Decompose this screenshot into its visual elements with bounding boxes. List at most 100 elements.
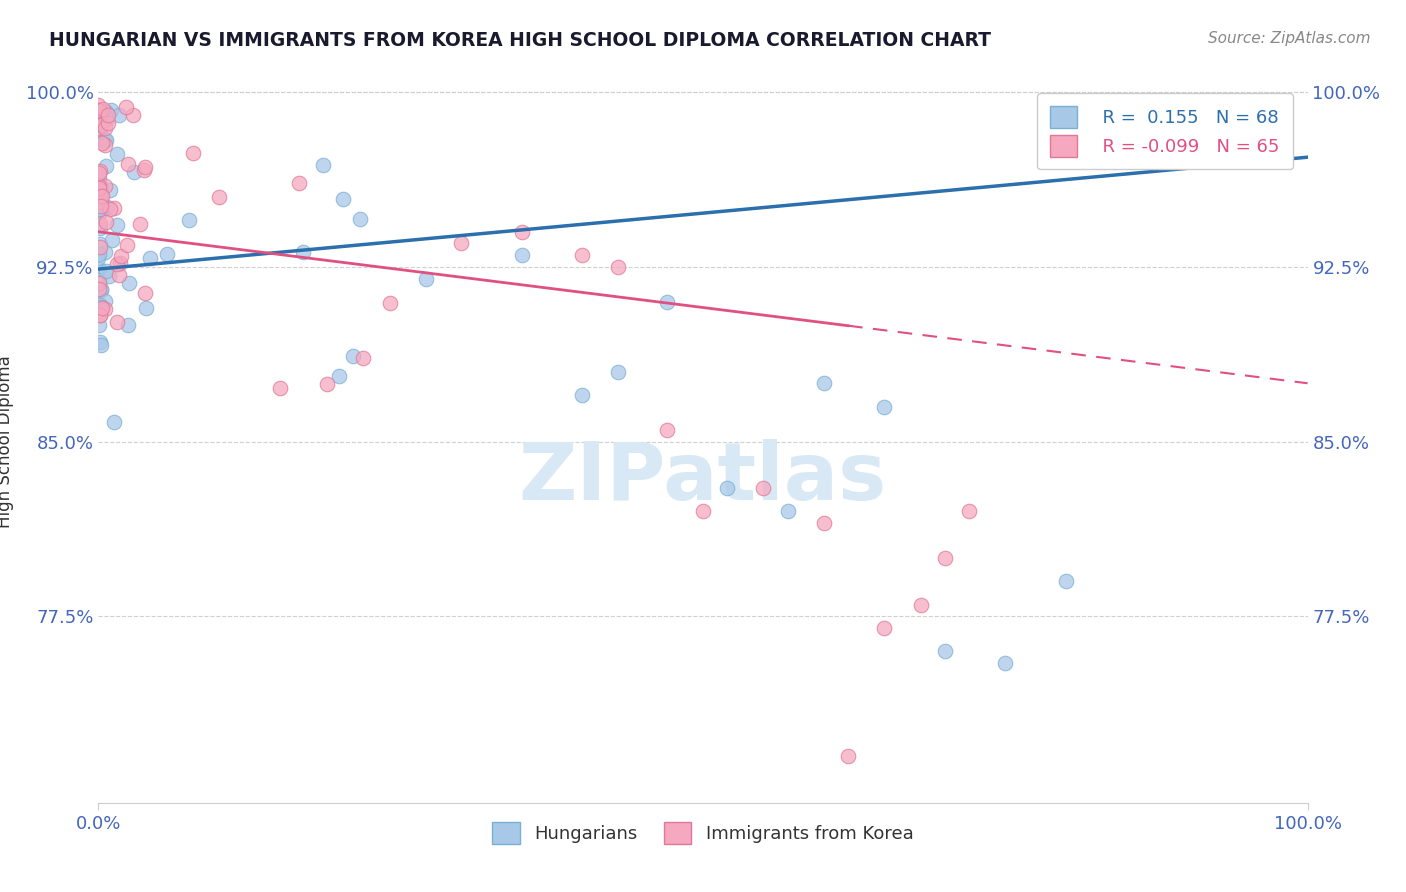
Point: [89, 277, 111, 291]
Point: [183, 146, 205, 161]
Point: [122, 164, 145, 178]
Point: [90, 188, 112, 202]
Point: [97, 116, 120, 130]
Point: [100, 103, 122, 118]
Point: [89, 218, 111, 232]
Point: [716, 481, 738, 495]
Point: [312, 158, 335, 172]
Point: [98, 269, 121, 284]
Text: ZIPatlas: ZIPatlas: [519, 439, 887, 516]
Y-axis label: High School Diploma: High School Diploma: [0, 355, 14, 528]
Point: [655, 423, 678, 437]
Point: [93, 133, 115, 147]
Point: [96, 133, 118, 147]
Point: [510, 248, 533, 262]
Point: [90, 136, 112, 150]
Point: [118, 277, 141, 291]
Point: [89, 205, 111, 219]
Point: [90, 300, 112, 314]
Point: [94, 293, 117, 308]
Point: [934, 644, 956, 658]
Point: [752, 481, 775, 495]
Point: [89, 164, 111, 178]
Point: [655, 294, 678, 309]
Point: [342, 349, 364, 363]
Point: [103, 416, 125, 430]
Point: [288, 176, 311, 190]
Point: [571, 248, 593, 262]
Point: [94, 120, 117, 135]
Point: [105, 315, 128, 329]
Point: [139, 252, 162, 266]
Point: [89, 240, 111, 254]
Point: [107, 268, 129, 283]
Point: [156, 246, 179, 260]
Point: [813, 516, 835, 530]
Point: [269, 382, 291, 396]
Point: [89, 308, 111, 322]
Point: [90, 199, 112, 213]
Point: [692, 504, 714, 518]
Point: [90, 188, 112, 202]
Point: [93, 137, 115, 152]
Point: [110, 256, 132, 270]
Point: [571, 388, 593, 402]
Point: [87, 272, 110, 286]
Point: [91, 301, 114, 315]
Point: [415, 271, 437, 285]
Point: [316, 376, 339, 391]
Point: [994, 656, 1017, 670]
Legend: Hungarians, Immigrants from Korea: Hungarians, Immigrants from Korea: [478, 808, 928, 859]
Point: [115, 100, 138, 114]
Point: [89, 335, 111, 350]
Point: [94, 264, 117, 278]
Point: [115, 237, 138, 252]
Point: [91, 114, 114, 128]
Point: [87, 166, 110, 180]
Point: [837, 749, 859, 764]
Point: [87, 251, 110, 265]
Point: [90, 104, 112, 119]
Point: [1054, 574, 1077, 589]
Point: [813, 376, 835, 391]
Point: [90, 282, 112, 296]
Point: [134, 160, 156, 174]
Point: [89, 283, 111, 297]
Point: [910, 598, 932, 612]
Point: [873, 400, 896, 414]
Point: [98, 183, 121, 197]
Point: [91, 105, 114, 120]
Point: [89, 202, 111, 217]
Point: [132, 163, 155, 178]
Point: [89, 220, 111, 235]
Point: [135, 301, 157, 315]
Point: [607, 260, 630, 274]
Point: [91, 117, 114, 131]
Text: HUNGARIAN VS IMMIGRANTS FROM KOREA HIGH SCHOOL DIPLOMA CORRELATION CHART: HUNGARIAN VS IMMIGRANTS FROM KOREA HIGH …: [49, 31, 991, 50]
Point: [607, 365, 630, 379]
Point: [89, 123, 111, 137]
Point: [105, 146, 128, 161]
Point: [352, 351, 374, 365]
Point: [93, 178, 115, 193]
Point: [957, 504, 980, 518]
Point: [776, 504, 799, 518]
Point: [122, 107, 145, 121]
Point: [378, 295, 401, 310]
Point: [89, 309, 111, 323]
Point: [332, 192, 354, 206]
Point: [87, 182, 110, 196]
Point: [87, 247, 110, 261]
Point: [91, 102, 114, 116]
Point: [134, 285, 156, 300]
Point: [450, 236, 472, 251]
Point: [105, 257, 128, 271]
Point: [94, 215, 117, 229]
Point: [103, 201, 125, 215]
Point: [87, 171, 110, 186]
Point: [94, 132, 117, 146]
Point: [96, 112, 118, 127]
Point: [96, 200, 118, 214]
Point: [90, 337, 112, 351]
Point: [107, 108, 129, 122]
